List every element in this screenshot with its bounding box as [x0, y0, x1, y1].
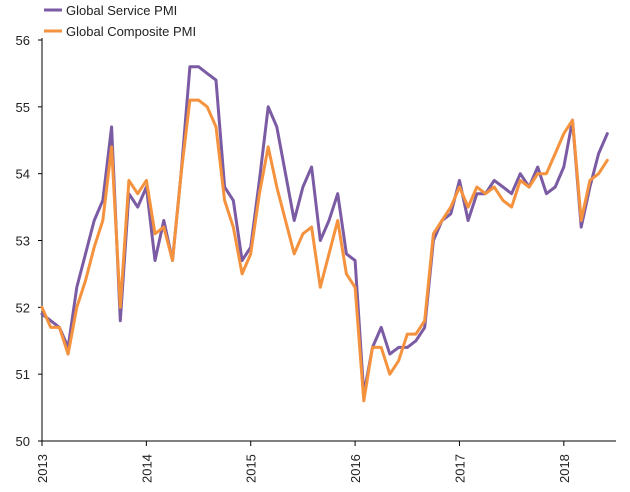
legend-entry-composite: Global Composite PMI [44, 24, 196, 39]
y-tick-label: 51 [16, 367, 30, 382]
composite-pmi-line [40, 98, 609, 403]
y-axis-ticks: 50 51 52 53 54 55 56 [16, 33, 42, 449]
y-tick-label: 53 [16, 234, 30, 249]
axes [41, 38, 616, 442]
legend-entry-service: Global Service PMI [44, 3, 177, 18]
x-tick-label: 2018 [557, 454, 572, 483]
legend: Global Service PMI Global Composite PMI [44, 3, 196, 39]
series-lines [40, 65, 609, 403]
x-tick-label: 2013 [35, 454, 50, 483]
x-tick-label: 2016 [348, 454, 363, 483]
legend-label-service: Global Service PMI [66, 3, 177, 18]
y-tick-label: 54 [16, 167, 30, 182]
y-tick-label: 56 [16, 33, 30, 48]
x-tick-label: 2014 [139, 454, 154, 483]
x-tick-label: 2017 [452, 454, 467, 483]
legend-label-composite: Global Composite PMI [66, 24, 196, 39]
x-tick-label: 2015 [244, 454, 259, 483]
y-tick-label: 52 [16, 300, 30, 315]
service-pmi-line [40, 65, 609, 396]
y-tick-label: 50 [16, 434, 30, 449]
y-tick-label: 55 [16, 100, 30, 115]
x-axis-ticks: 2013 2014 2015 2016 2017 2018 [35, 441, 572, 483]
